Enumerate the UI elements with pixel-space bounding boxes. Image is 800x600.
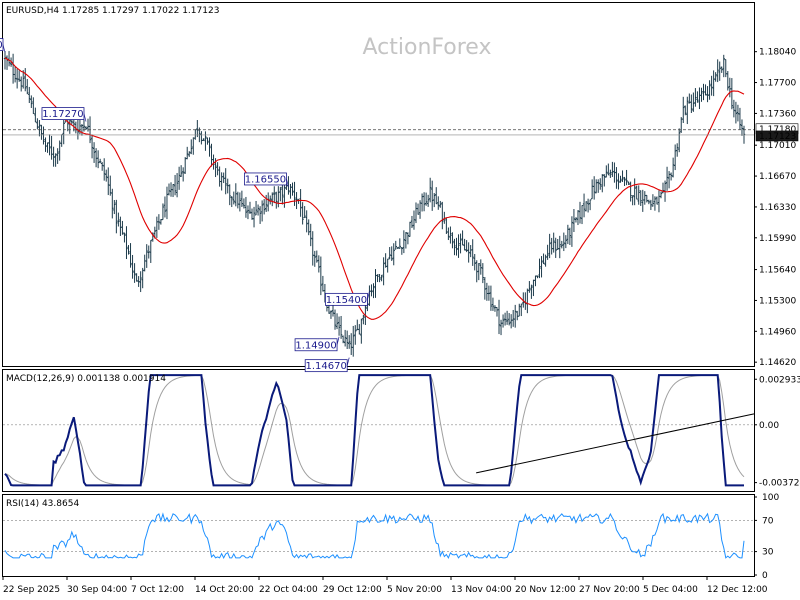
x-tick-label: 29 Oct 12:00 — [323, 585, 382, 595]
price-series: 1.18030 1.17270 1.16550 1.15400 1.14900 1.146… — [0, 38, 754, 372]
macd-signal-line — [4, 374, 745, 486]
x-tick-label: 20 Nov 12:00 — [515, 585, 576, 595]
annotation-label: 1.14900 — [295, 340, 336, 351]
price-tick-label: 1.17360 — [759, 109, 796, 119]
moving-average-line — [4, 57, 745, 320]
x-tick-label: 22 Oct 04:00 — [259, 585, 318, 595]
annotation-leader — [346, 357, 350, 366]
axis-labels: 1.18040 1.17700 1.17360 1.17010 1.16670 1.163… — [2, 48, 800, 595]
annotation-label: 1.15400 — [326, 295, 367, 306]
price-axis-marker-label: 1.17180 — [759, 125, 796, 135]
x-tick-label: 22 Sep 2025 — [3, 585, 60, 595]
macd-tick-label: 0.00 — [759, 421, 779, 431]
price-tick-label: 1.15640 — [759, 266, 796, 276]
x-tick-label: 5 Dec 04:00 — [643, 585, 698, 595]
rsi-line — [4, 512, 745, 559]
rsi-tick-label: 30 — [762, 548, 774, 558]
annotation-leader — [336, 336, 340, 345]
annotation-leader — [286, 178, 289, 188]
price-header: EURUSD,H4 1.17285 1.17297 1.17022 1.1712… — [6, 6, 219, 16]
x-tick-label: 27 Nov 20:00 — [579, 585, 640, 595]
price-tick-label: 1.17010 — [759, 141, 796, 151]
x-tick-label: 5 Nov 20:00 — [387, 585, 442, 595]
price-tick-label: 1.15300 — [759, 296, 796, 306]
rsi-series — [3, 512, 754, 559]
annotation-label: 1.14670 — [306, 361, 347, 372]
annotation-label: 1.18030 — [0, 40, 3, 51]
x-tick-label: 13 Nov 04:00 — [451, 585, 512, 595]
x-tick-label: 12 Dec 12:00 — [707, 585, 768, 595]
macd-header: MACD(12,26,9) 0.001138 0.001914 — [6, 374, 166, 384]
price-tick-label: 1.17700 — [759, 79, 796, 89]
annotation-label: 1.17270 — [42, 109, 83, 120]
rsi-tick-label: 0 — [762, 571, 768, 581]
x-tick-label: 30 Sep 04:00 — [67, 585, 127, 595]
price-tick-label: 1.16330 — [759, 203, 796, 213]
macd-line — [4, 374, 744, 487]
price-tick-label: 1.15990 — [759, 234, 796, 244]
price-tick-label: 1.14960 — [759, 327, 796, 337]
x-tick-label: 14 Oct 20:00 — [195, 585, 254, 595]
macd-series — [3, 374, 755, 487]
rsi-header: RSI(14) 43.8654 — [6, 499, 79, 509]
annotation-leader — [83, 113, 87, 122]
x-tick-label: 7 Oct 12:00 — [131, 585, 184, 595]
annotation-leader — [367, 291, 370, 300]
rsi-tick-label: 70 — [762, 516, 774, 526]
macd-trendline — [476, 413, 755, 474]
rsi-panel-frame — [2, 494, 755, 577]
macd-tick-label: -0.003724 — [759, 479, 800, 489]
annotation-label: 1.16550 — [245, 174, 286, 185]
price-tick-label: 1.18040 — [759, 48, 796, 58]
rsi-tick-label: 100 — [762, 493, 779, 503]
price-tick-label: 1.14620 — [759, 358, 796, 368]
macd-panel-frame — [2, 369, 755, 492]
price-panel-frame — [2, 2, 755, 367]
price-axis-marker — [755, 130, 799, 142]
price-tick-label: 1.16670 — [759, 172, 796, 182]
price-axis-marker-label: 1.17123 — [759, 132, 796, 142]
watermark: ActionForex — [363, 35, 492, 60]
macd-tick-label: 0.002933 — [759, 375, 800, 385]
annotation-leader — [2, 44, 6, 53]
